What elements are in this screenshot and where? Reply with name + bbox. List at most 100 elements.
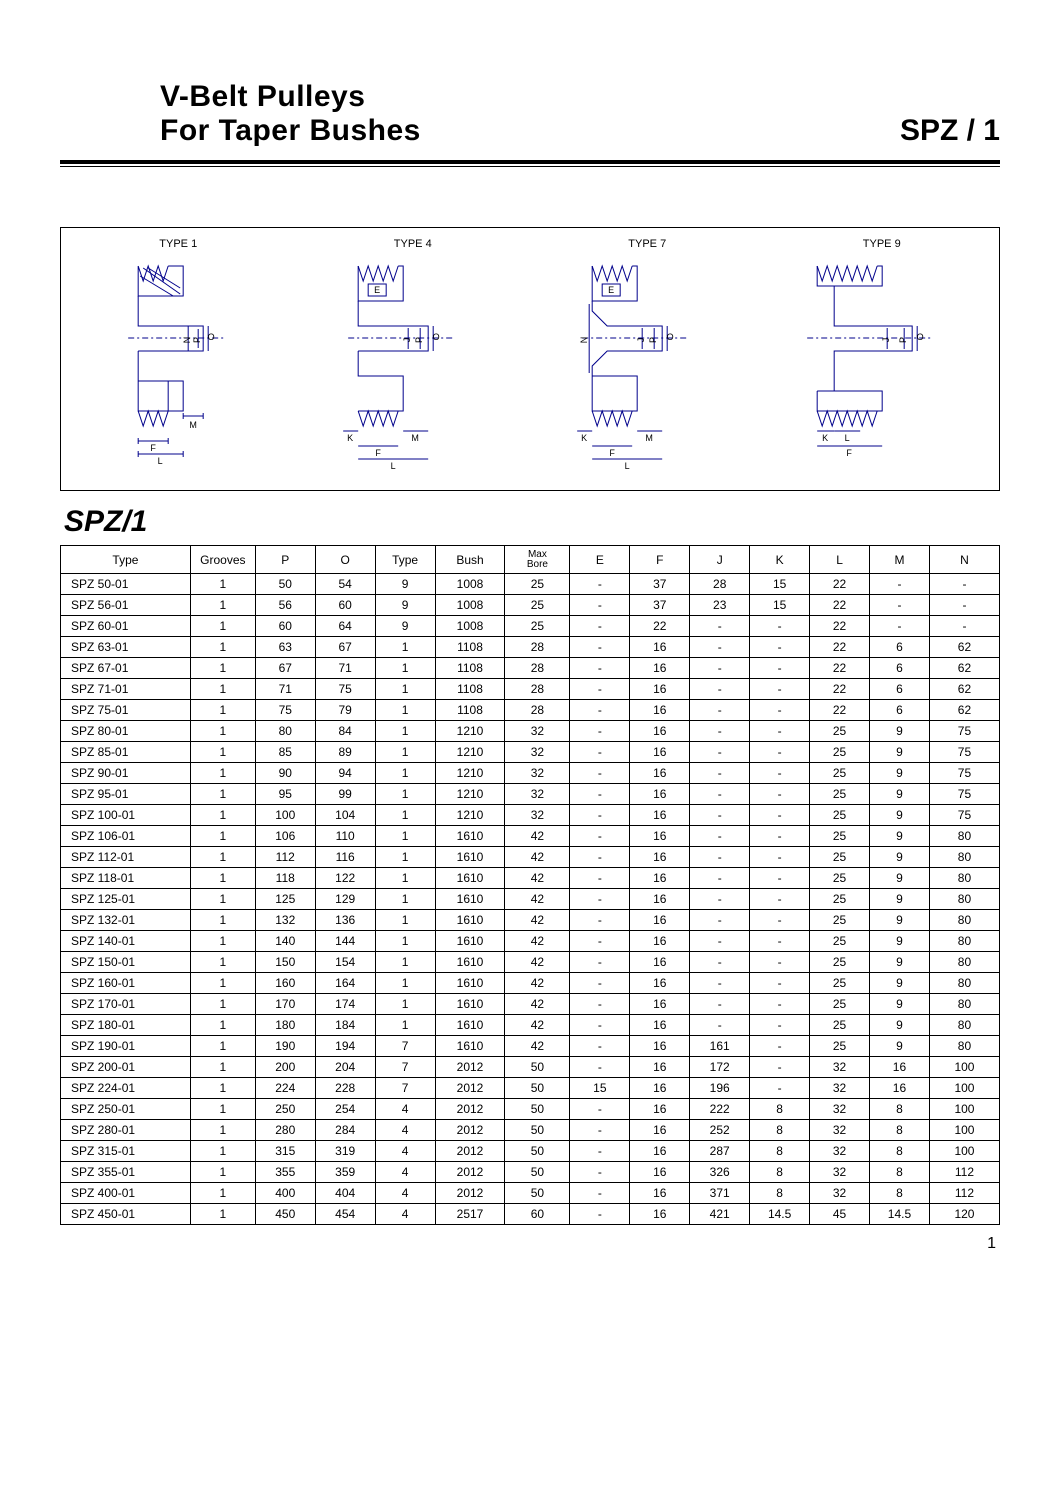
table-cell: 22 [810,574,870,595]
table-cell: 25 [505,574,570,595]
table-cell: SPZ 106-01 [61,826,191,847]
table-cell: 1 [375,889,435,910]
table-cell: 1 [190,889,255,910]
table-cell: - [750,679,810,700]
section-title: SPZ/1 [64,505,1000,539]
table-cell: 1610 [435,847,505,868]
table-cell: 15 [750,574,810,595]
table-cell: 1 [375,910,435,931]
table-row: SPZ 71-01171751110828-16--22662 [61,679,1000,700]
table-cell: 144 [315,931,375,952]
table-cell: 9 [870,910,930,931]
table-cell: 160 [255,973,315,994]
table-cell: 1 [190,1141,255,1162]
table-cell: 9 [375,574,435,595]
table-cell: - [929,574,999,595]
table-cell: 371 [690,1183,750,1204]
table-cell: - [690,1015,750,1036]
table-cell: - [690,721,750,742]
table-cell: 1 [375,637,435,658]
table-cell: 16 [630,1204,690,1225]
table-row: SPZ 125-0111251291161042-16--25980 [61,889,1000,910]
table-cell: - [750,1078,810,1099]
table-cell: SPZ 200-01 [61,1057,191,1078]
table-cell: 9 [870,889,930,910]
table-row: SPZ 80-01180841121032-16--25975 [61,721,1000,742]
table-cell: 16 [630,679,690,700]
table-body: SPZ 50-01150549100825-37281522--SPZ 56-0… [61,574,1000,1225]
table-cell: - [690,973,750,994]
table-row: SPZ 118-0111181221161042-16--25980 [61,868,1000,889]
table-row: SPZ 400-0114004044201250-163718328112 [61,1183,1000,1204]
table-cell: 100 [929,1057,999,1078]
table-cell: - [570,805,630,826]
table-cell: - [570,826,630,847]
table-cell: SPZ 112-01 [61,847,191,868]
diagram-box: TYPE 1 N [60,227,1000,491]
svg-text:M: M [645,433,653,443]
table-cell: - [750,1015,810,1036]
table-cell: SPZ 150-01 [61,952,191,973]
table-cell: 9 [870,784,930,805]
table-cell: 8 [750,1141,810,1162]
table-cell: 150 [255,952,315,973]
table-cell: 6 [870,700,930,721]
diagram-label-4: TYPE 4 [394,238,432,250]
table-cell: 28 [505,700,570,721]
table-cell: 154 [315,952,375,973]
table-cell: 25 [810,889,870,910]
diagram-label-1: TYPE 1 [159,238,197,250]
table-cell: - [570,994,630,1015]
table-cell: 1 [375,784,435,805]
table-cell: SPZ 132-01 [61,910,191,931]
svg-text:F: F [150,443,156,453]
table-row: SPZ 63-01163671110828-16--22662 [61,637,1000,658]
table-cell: - [570,679,630,700]
table-cell: 8 [750,1120,810,1141]
table-cell: 16 [630,994,690,1015]
table-cell: - [750,763,810,784]
table-cell: - [750,826,810,847]
table-cell: 112 [255,847,315,868]
table-cell: 1 [190,574,255,595]
table-cell: 16 [630,1036,690,1057]
table-cell: 9 [870,721,930,742]
table-header-cell: MaxBore [505,546,570,574]
table-cell: 1210 [435,784,505,805]
table-cell: 9 [375,616,435,637]
table-cell: - [750,616,810,637]
table-cell: 1 [190,952,255,973]
table-cell: 32 [810,1183,870,1204]
table-cell: 136 [315,910,375,931]
table-cell: 9 [870,931,930,952]
table-cell: 315 [255,1141,315,1162]
table-cell: 1 [190,1183,255,1204]
table-cell: 9 [870,868,930,889]
table-cell: 8 [750,1099,810,1120]
table-row: SPZ 224-01122422872012501516196-3216100 [61,1078,1000,1099]
table-cell: 1610 [435,1036,505,1057]
table-cell: 1 [190,805,255,826]
table-cell: - [570,742,630,763]
table-cell: - [870,616,930,637]
table-cell: - [750,637,810,658]
table-cell: 1610 [435,994,505,1015]
table-cell: 100 [929,1099,999,1120]
table-head: TypeGroovesPOTypeBushMaxBoreEFJKLMN [61,546,1000,574]
table-cell: 62 [929,658,999,679]
table-row: SPZ 60-01160649100825-22--22-- [61,616,1000,637]
table-cell: 280 [255,1120,315,1141]
table-cell: 1210 [435,721,505,742]
table-cell: 100 [929,1141,999,1162]
table-cell: 100 [255,805,315,826]
table-cell: SPZ 85-01 [61,742,191,763]
table-cell: 1 [375,742,435,763]
table-cell: - [570,910,630,931]
table-cell: - [690,784,750,805]
table-cell: 8 [750,1162,810,1183]
table-cell: 8 [750,1183,810,1204]
table-row: SPZ 355-0113553594201250-163268328112 [61,1162,1000,1183]
table-cell: 16 [630,1099,690,1120]
table-cell: 75 [929,721,999,742]
table-cell: 140 [255,931,315,952]
